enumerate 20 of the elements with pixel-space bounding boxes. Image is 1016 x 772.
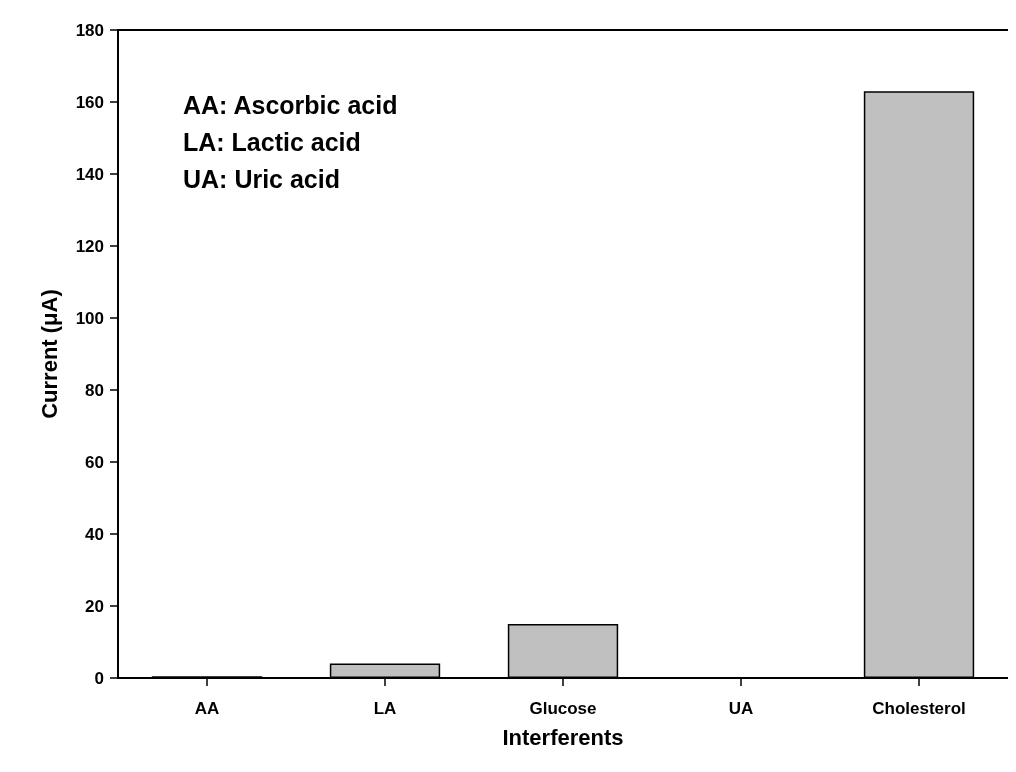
y-tick-label: 60 xyxy=(85,452,104,472)
y-tick-label: 40 xyxy=(85,524,104,544)
x-axis-title: Interferents xyxy=(502,724,624,750)
annotation: AA: Ascorbic acid xyxy=(183,90,398,119)
y-tick-label: 140 xyxy=(75,164,104,184)
x-tick-label: UA xyxy=(728,699,754,718)
annotation: LA: Lactic acid xyxy=(183,127,361,156)
x-tick-label: AA xyxy=(194,699,220,718)
y-tick-label: 80 xyxy=(85,380,104,400)
y-tick-label: 180 xyxy=(75,20,104,40)
y-tick-label: 120 xyxy=(75,236,104,256)
y-tick-label: 100 xyxy=(75,308,104,328)
x-tick-label: Glucose xyxy=(529,699,597,718)
x-tick-label: LA xyxy=(373,699,397,718)
annotation: UA: Uric acid xyxy=(183,164,340,193)
y-tick-label: 0 xyxy=(94,668,104,688)
x-tick-label: Cholesterol xyxy=(872,699,966,718)
y-axis-title: Current (μA) xyxy=(36,289,62,419)
y-tick-label: 20 xyxy=(85,596,104,616)
y-tick-label: 160 xyxy=(75,92,104,112)
